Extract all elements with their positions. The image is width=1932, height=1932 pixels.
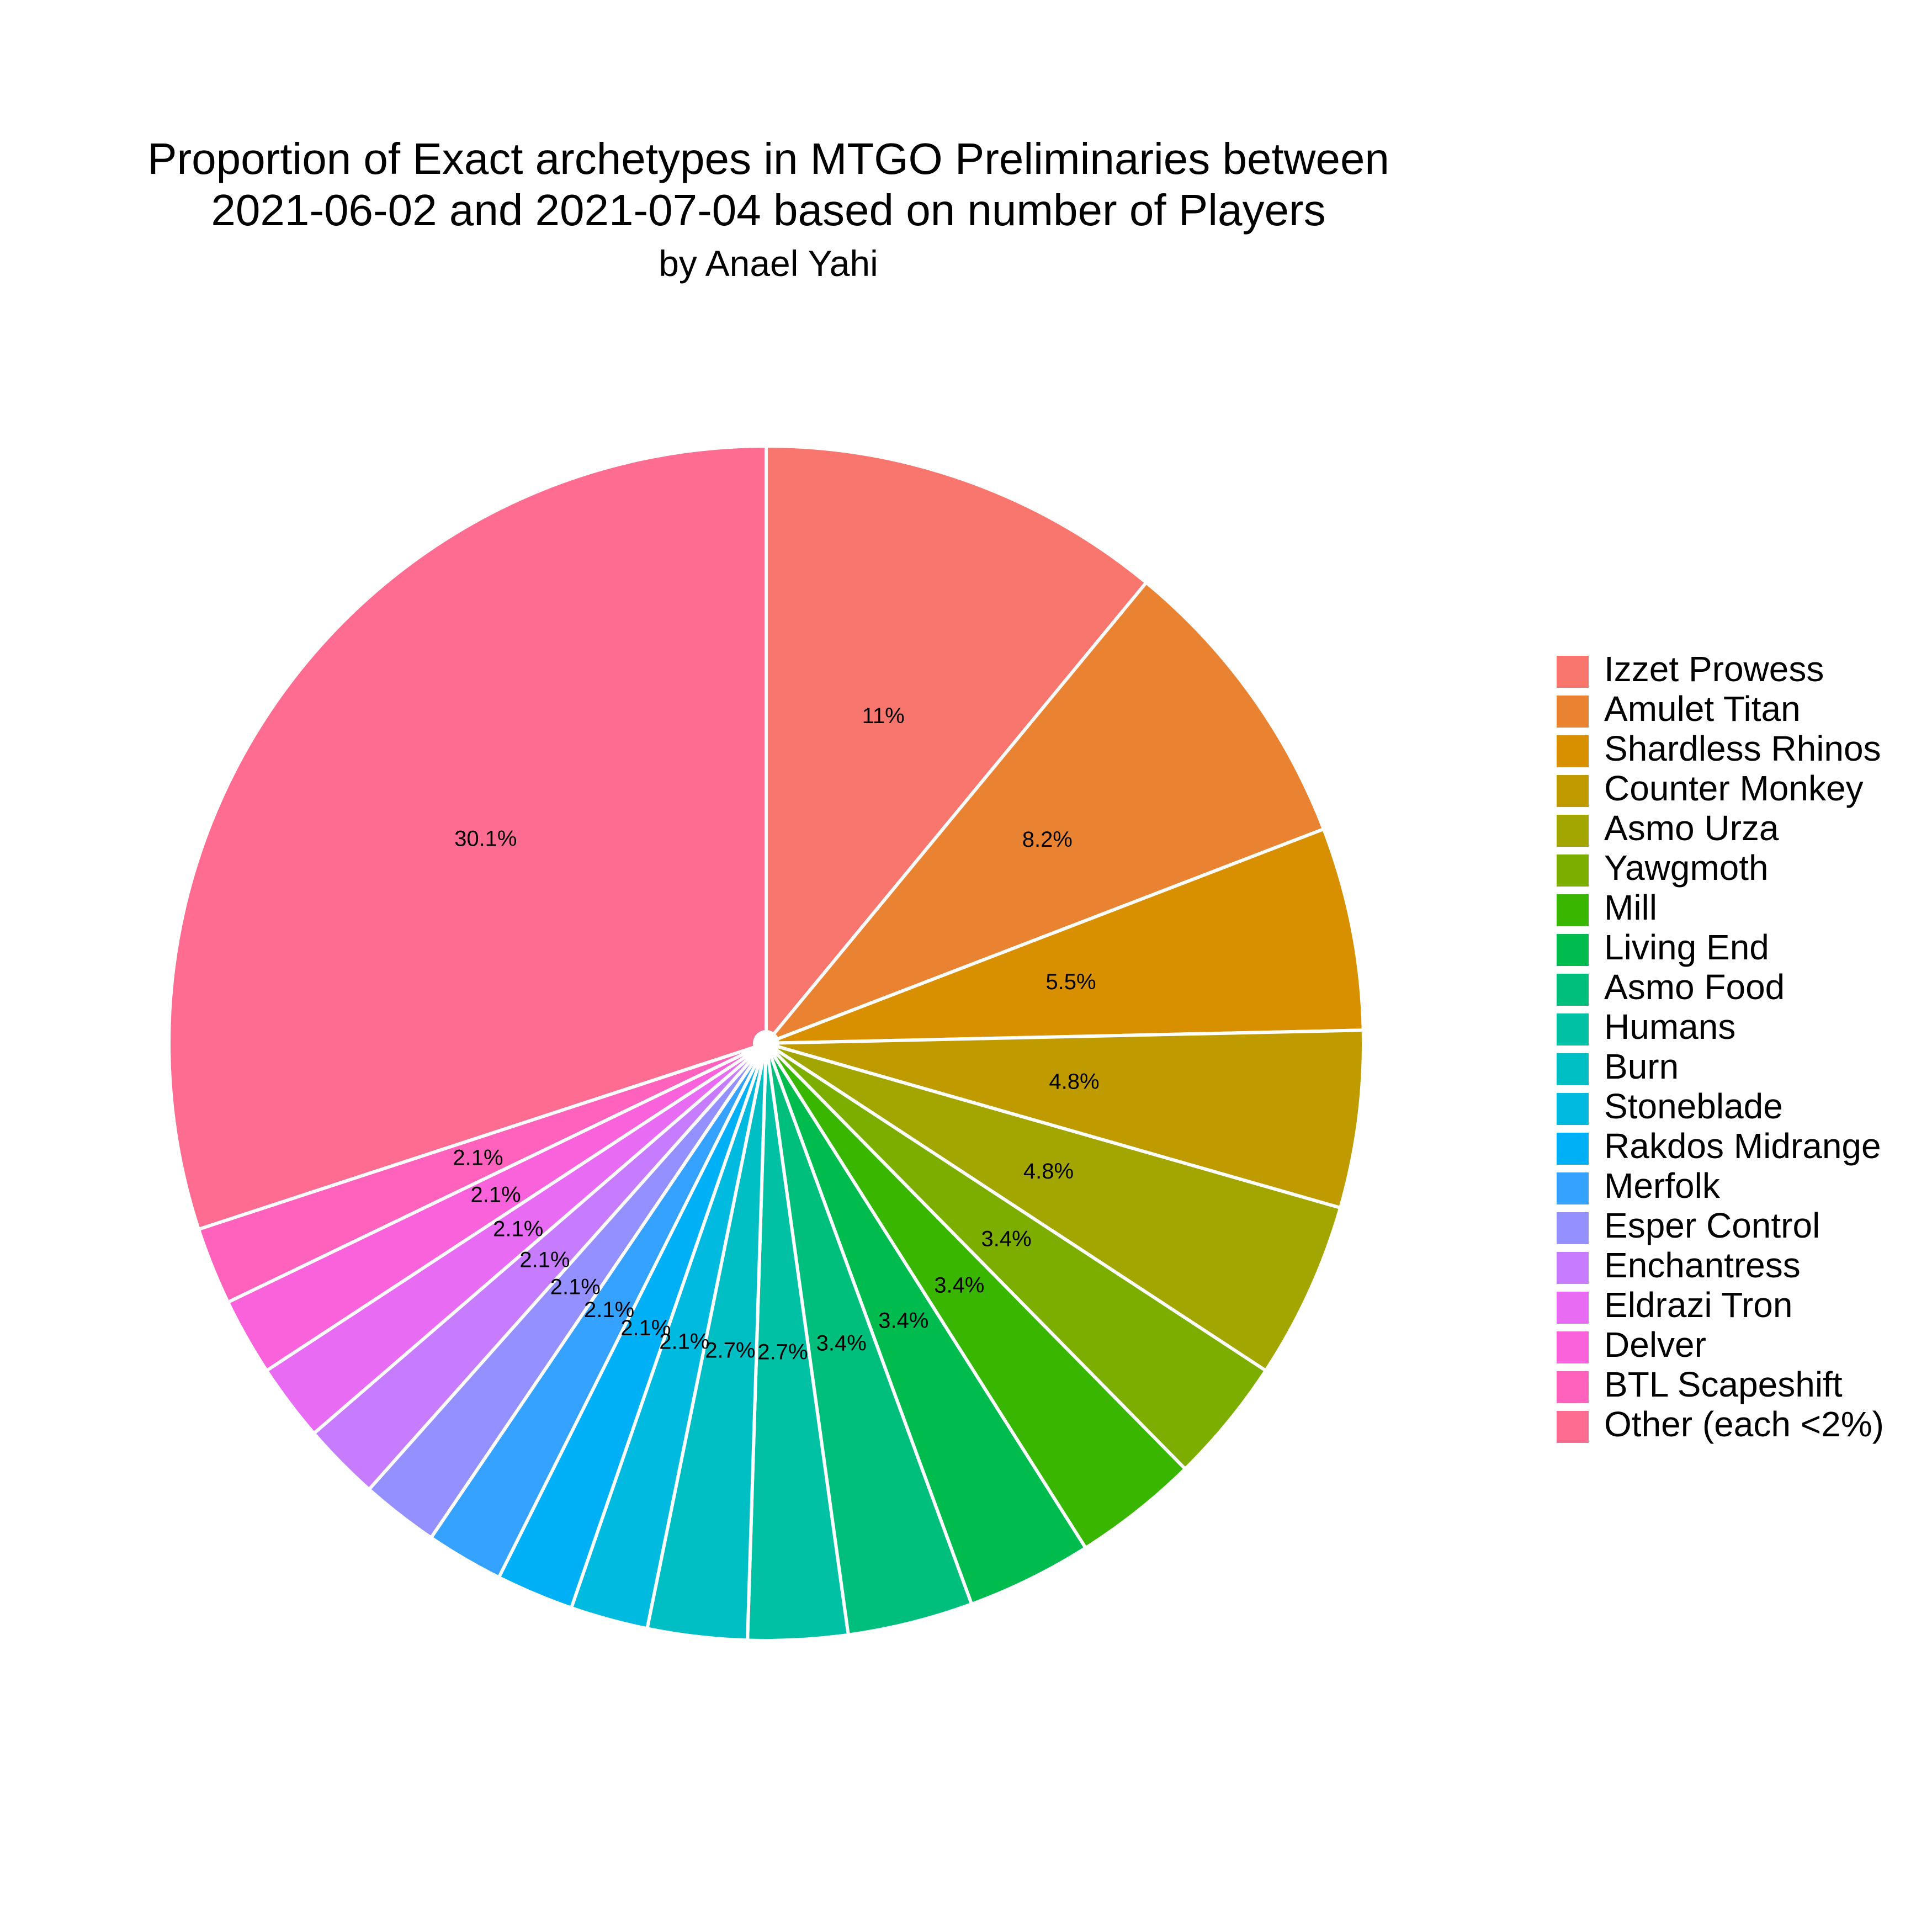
legend-label-other-each-2: Other (each <2%)	[1604, 1404, 1884, 1444]
pie-slice-labels: 11%8.2%5.5%4.8%4.8%3.4%3.4%3.4%3.4%2.7%2…	[453, 704, 1099, 1364]
pie-slice-izzet-prowess	[765, 444, 1148, 1045]
legend-swatch-stoneblade	[1557, 1093, 1589, 1125]
legend-swatch-merfolk	[1557, 1172, 1589, 1204]
pie-slice-asmo-urza	[765, 1042, 1342, 1372]
chart-title-group: Proportion of Exact archetypes in MTGO P…	[147, 134, 1389, 284]
legend-label-yawgmoth: Yawgmoth	[1604, 848, 1769, 888]
legend-label-mill: Mill	[1604, 888, 1657, 927]
slice-label-yawgmoth: 3.4%	[981, 1227, 1032, 1251]
slice-label-burn: 2.7%	[705, 1338, 755, 1362]
legend-label-asmo-urza: Asmo Urza	[1604, 808, 1779, 848]
legend-swatch-delver	[1557, 1331, 1589, 1363]
legend-label-counter-monkey: Counter Monkey	[1604, 768, 1864, 808]
legend-label-izzet-prowess: Izzet Prowess	[1604, 649, 1824, 689]
legend-swatch-rakdos-midrange	[1557, 1133, 1589, 1165]
slice-label-humans: 2.7%	[757, 1340, 808, 1364]
legend-swatch-asmo-urza	[1557, 815, 1589, 847]
legend-label-shardless-rhinos: Shardless Rhinos	[1604, 729, 1881, 768]
slice-label-rakdos-midrange: 2.1%	[620, 1316, 671, 1340]
slice-label-stoneblade: 2.1%	[659, 1329, 709, 1354]
legend-label-merfolk: Merfolk	[1604, 1166, 1721, 1206]
slice-label-counter-monkey: 4.8%	[1049, 1070, 1099, 1094]
pie-center-hub	[753, 1030, 779, 1057]
legend-label-living-end: Living End	[1604, 927, 1769, 967]
legend-swatch-asmo-food	[1557, 974, 1589, 1006]
chart-title-line-2: 2021-06-02 and 2021-07-04 based on numbe…	[211, 185, 1325, 235]
slice-label-amulet-titan: 8.2%	[1022, 827, 1073, 852]
legend-label-stoneblade: Stoneblade	[1604, 1086, 1783, 1126]
legend-swatch-enchantress	[1557, 1252, 1589, 1284]
slice-label-eldrazi-tron: 2.1%	[493, 1217, 543, 1241]
slice-label-living-end: 3.4%	[878, 1308, 928, 1333]
legend-swatch-esper-control	[1557, 1212, 1589, 1244]
legend-swatch-counter-monkey	[1557, 775, 1589, 807]
slice-label-asmo-urza: 4.8%	[1023, 1159, 1074, 1183]
slice-label-shardless-rhinos: 5.5%	[1045, 970, 1096, 994]
slice-label-merfolk: 2.1%	[584, 1298, 634, 1322]
legend-label-esper-control: Esper Control	[1604, 1206, 1820, 1245]
legend-label-amulet-titan: Amulet Titan	[1604, 689, 1801, 729]
slice-label-btl-scapeshift: 2.1%	[453, 1146, 503, 1170]
legend-label-asmo-food: Asmo Food	[1604, 967, 1785, 1007]
legend-swatch-btl-scapeshift	[1557, 1371, 1589, 1403]
slice-label-enchantress: 2.1%	[519, 1248, 570, 1272]
slice-label-izzet-prowess: 11%	[862, 704, 905, 728]
legend-label-btl-scapeshift: BTL Scapeshift	[1604, 1365, 1843, 1404]
legend-label-humans: Humans	[1604, 1007, 1735, 1047]
pie-slices	[167, 444, 1365, 1642]
slice-label-asmo-food: 3.4%	[816, 1331, 867, 1355]
legend-swatch-mill	[1557, 894, 1589, 926]
chart-title-line-1: Proportion of Exact archetypes in MTGO P…	[147, 134, 1389, 183]
legend-label-burn: Burn	[1604, 1047, 1679, 1086]
pie-slice-shardless-rhinos	[765, 827, 1365, 1045]
legend-label-rakdos-midrange: Rakdos Midrange	[1604, 1126, 1881, 1166]
legend-swatch-izzet-prowess	[1557, 656, 1589, 688]
pie-slice-living-end	[765, 1042, 1087, 1606]
legend-swatch-humans	[1557, 1013, 1589, 1045]
slice-label-esper-control: 2.1%	[550, 1275, 601, 1299]
legend-swatch-eldrazi-tron	[1557, 1292, 1589, 1324]
chart-subtitle: by Anael Yahi	[659, 243, 878, 284]
slice-label-other-each-2: 30.1%	[454, 826, 517, 851]
pie-slice-other-each-2	[167, 444, 768, 1231]
slice-label-delver: 2.1%	[471, 1182, 521, 1207]
legend-label-enchantress: Enchantress	[1604, 1245, 1801, 1285]
legend-swatch-living-end	[1557, 934, 1589, 966]
pie-slice-yawgmoth	[765, 1042, 1268, 1471]
legend-swatch-shardless-rhinos	[1557, 735, 1589, 767]
pie-slice-asmo-food	[765, 1042, 974, 1637]
pie-slice-amulet-titan	[765, 581, 1326, 1045]
pie-slice-mill	[765, 1042, 1187, 1550]
legend-label-eldrazi-tron: Eldrazi Tron	[1604, 1285, 1792, 1325]
legend-swatch-other-each-2	[1557, 1411, 1589, 1443]
pie-slice-counter-monkey	[765, 1028, 1365, 1210]
legend-label-delver: Delver	[1604, 1325, 1706, 1365]
legend-swatch-burn	[1557, 1053, 1589, 1085]
legend-swatch-amulet-titan	[1557, 696, 1589, 728]
slice-label-mill: 3.4%	[934, 1273, 984, 1297]
legend-swatch-yawgmoth	[1557, 854, 1589, 887]
